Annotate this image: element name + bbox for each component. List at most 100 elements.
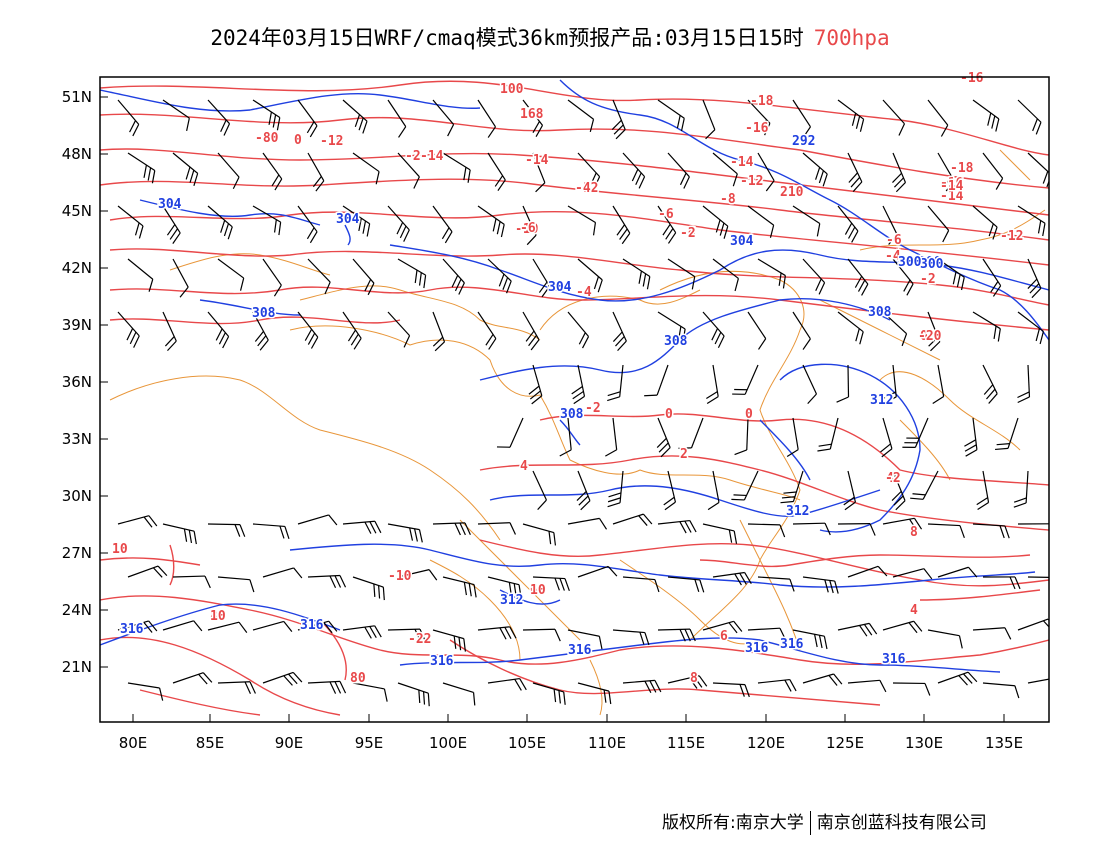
wind-barb <box>702 205 729 239</box>
wind-barb <box>477 99 496 138</box>
lat-tick-label: 48N <box>62 145 92 163</box>
temperature-label: -14 <box>940 189 964 204</box>
temperature-label: -16 <box>420 149 444 164</box>
wind-barb <box>262 152 283 191</box>
wind-barb <box>442 682 476 706</box>
wind-barb <box>712 571 752 586</box>
wind-barb <box>387 628 426 642</box>
wind-barb <box>387 523 423 543</box>
geopotential-contour <box>499 589 561 605</box>
wind-barb <box>622 152 646 189</box>
chart-title: 2024年03月15日WRF/cmaq模式36km预报产品:03月15日15时 7… <box>0 22 1100 52</box>
geopotential-label: 308 <box>560 407 584 422</box>
temperature-label: -18 <box>750 94 774 109</box>
temperature-label: 16 <box>520 107 536 122</box>
wind-barb <box>937 566 978 578</box>
wind-barb <box>522 311 540 351</box>
wind-barb <box>892 152 907 193</box>
temperature-label: 10 <box>112 542 128 557</box>
temperature-label: -4 <box>576 285 592 300</box>
wind-barb <box>837 311 864 345</box>
geopotential-contour <box>759 419 811 481</box>
temperature-label: -16 <box>960 71 984 86</box>
geopotential-label: 300 <box>898 255 922 270</box>
wind-barb <box>1017 364 1031 404</box>
temperature-label: -22 <box>408 632 431 647</box>
wind-barb <box>972 311 1001 342</box>
wind-barb <box>532 682 566 705</box>
wind-barb <box>747 627 787 641</box>
wind-barb <box>297 99 318 138</box>
coastline-border-layer <box>109 149 1046 716</box>
wind-barb <box>972 205 998 240</box>
wind-barb <box>297 620 338 634</box>
lat-tick-label: 51N <box>62 88 92 106</box>
wind-barb <box>387 311 411 348</box>
wind-barb <box>1027 576 1049 579</box>
wind-barb <box>982 364 998 404</box>
wind-barb <box>882 205 898 245</box>
wind-barb <box>207 99 231 136</box>
temperature-label: 8 <box>210 609 218 624</box>
wind-barb <box>847 152 863 192</box>
wind-barb <box>297 514 338 526</box>
wind-barb <box>757 152 775 192</box>
temperature-label: 6 <box>720 629 728 644</box>
lon-tick-label: 120E <box>747 734 785 752</box>
temperature-contour <box>100 636 341 716</box>
wind-barb <box>657 99 685 132</box>
wind-barb <box>612 513 653 526</box>
geopotential-label: 308 <box>252 306 276 321</box>
wind-barb <box>657 628 696 642</box>
wind-barb <box>528 364 543 405</box>
temperature-label: -14 <box>525 153 549 168</box>
wind-barb <box>622 576 660 593</box>
wind-barb <box>432 629 466 652</box>
wind-barb <box>792 311 811 350</box>
wind-barb <box>217 258 245 291</box>
wind-barb <box>1017 99 1042 135</box>
wind-barb <box>882 620 923 634</box>
geopotential-label: 308 <box>664 334 688 349</box>
wind-barb <box>667 152 690 189</box>
wind-barb <box>577 258 603 293</box>
wind-barb <box>352 152 380 185</box>
temperature-label: 2 <box>780 185 788 200</box>
border-line <box>169 253 331 276</box>
wind-barb <box>882 517 923 531</box>
lat-tick-label: 30N <box>62 487 92 505</box>
temperature-label: -2 <box>680 226 696 241</box>
temperature-label: -6 <box>658 207 674 222</box>
temperature-label: -2 <box>585 401 601 416</box>
border-line <box>429 559 521 661</box>
border-line <box>859 209 1046 251</box>
wind-barb <box>567 205 597 236</box>
wind-barb <box>522 523 557 546</box>
wind-barb <box>567 629 603 650</box>
wind-barb <box>127 152 156 184</box>
temperature-contour <box>109 248 1049 306</box>
wind-barb <box>342 99 368 134</box>
wind-barb <box>352 576 385 601</box>
wind-barb <box>307 680 347 694</box>
wind-barb <box>577 152 601 189</box>
geopotential-label: 312 <box>870 393 893 408</box>
geopotential-contour <box>559 79 1049 341</box>
wind-barb <box>342 520 382 534</box>
wind-barb <box>307 152 325 192</box>
wind-barb <box>732 364 759 395</box>
temperature-label: -10 <box>515 222 539 237</box>
wind-barb <box>477 311 497 350</box>
geopotential-contour <box>289 543 1036 588</box>
border-line <box>289 325 801 501</box>
wind-barb <box>982 682 1020 699</box>
temperature-contour <box>109 286 1049 331</box>
border-line <box>109 375 501 541</box>
temperature-label: -2 <box>885 471 901 486</box>
wind-barb <box>387 205 410 242</box>
wind-barb <box>605 417 618 457</box>
temperature-label: 8 <box>910 525 918 540</box>
wind-barb <box>667 576 705 593</box>
temperature-label: -20 <box>500 82 524 97</box>
wind-barb <box>262 258 282 297</box>
